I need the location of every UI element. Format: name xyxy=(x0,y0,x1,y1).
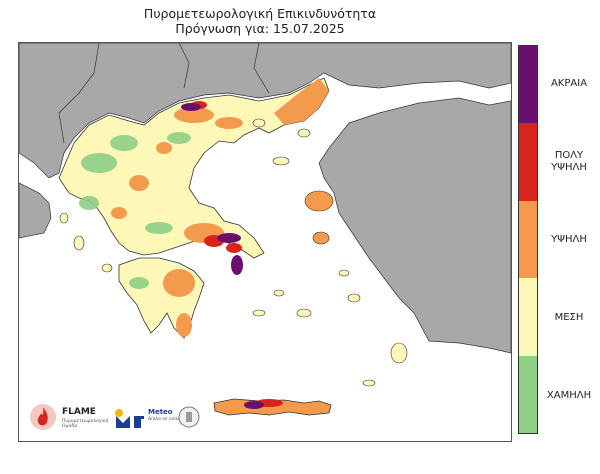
colorbar-low xyxy=(519,355,537,434)
country-borders xyxy=(58,43,270,144)
risk-colorbar xyxy=(518,45,538,434)
observatory-seal-icon xyxy=(178,406,200,428)
risk-map[interactable] xyxy=(18,42,512,442)
meteo-logo-subtitle: Δίπλα σε εσάς xyxy=(148,417,180,422)
colorbar-very-high xyxy=(519,123,537,201)
legend-label-very-high: ΠΟΛΥ ΥΨΗΛΗ xyxy=(551,150,587,173)
neighbour-land-north xyxy=(19,43,511,179)
aegean-islands xyxy=(59,118,408,387)
colorbar-medium xyxy=(519,278,537,356)
legend-label-low: ΧΑΜΗΛΗ xyxy=(546,390,592,401)
neighbour-land-west xyxy=(19,182,52,239)
logo-strip: FLAME Πυρομετεωρολογική Ομάδα Meteo Δίπλ… xyxy=(28,400,213,436)
colorbar-high xyxy=(519,200,537,279)
meteo-logo-name: Meteo xyxy=(148,408,173,416)
risk-map-canvas xyxy=(19,43,511,416)
legend-label-extreme: ΑΚΡΑΙΑ xyxy=(550,78,588,89)
meteo-logo-icon xyxy=(115,409,144,428)
flame-logo-icon xyxy=(30,404,56,430)
legend-label-high: ΥΨΗΛΗ xyxy=(551,234,587,245)
legend-label-medium: ΜΕΣΗ xyxy=(554,312,584,323)
map-title: Πυρομετεωρολογική Επικινδυνότητα Πρόγνωσ… xyxy=(0,6,520,36)
low-risk-patches xyxy=(79,132,191,289)
title-line-2: Πρόγνωση για: 15.07.2025 xyxy=(175,21,345,36)
neighbour-land-east xyxy=(318,97,511,354)
colorbar-extreme xyxy=(519,46,537,124)
flame-logo-name: FLAME xyxy=(62,407,96,417)
title-line-1: Πυρομετεωρολογική Επικινδυνότητα xyxy=(143,6,377,21)
flame-logo-subtitle: Πυρομετεωρολογική Ομάδα xyxy=(62,419,109,429)
